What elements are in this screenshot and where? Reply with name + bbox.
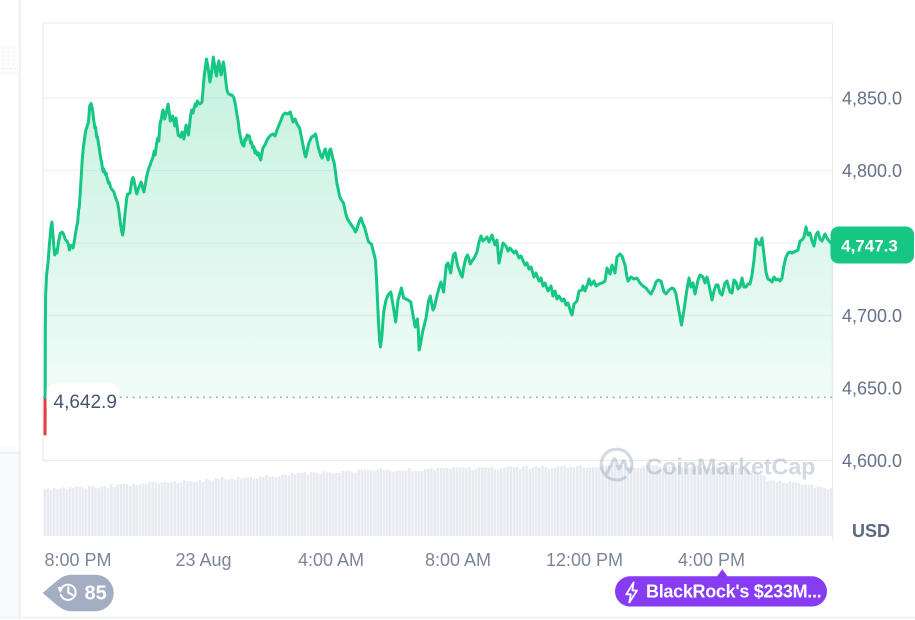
svg-text:4:00 PM: 4:00 PM xyxy=(678,550,745,570)
svg-text:4,642.9: 4,642.9 xyxy=(54,392,117,413)
svg-text:23 Aug: 23 Aug xyxy=(175,550,231,570)
svg-text:8:00 PM: 8:00 PM xyxy=(44,550,111,570)
svg-text:85: 85 xyxy=(85,583,107,605)
svg-text:8:00 AM: 8:00 AM xyxy=(425,550,491,570)
svg-text:4,800.0: 4,800.0 xyxy=(842,161,902,181)
svg-text:BlackRock's $233M...: BlackRock's $233M... xyxy=(646,582,821,602)
svg-text:4,600.0: 4,600.0 xyxy=(842,451,902,471)
svg-text:4,650.0: 4,650.0 xyxy=(842,379,902,399)
svg-text:CoinMarketCap: CoinMarketCap xyxy=(646,454,816,480)
svg-text:4,747.3: 4,747.3 xyxy=(841,237,898,256)
svg-text:12:00 PM: 12:00 PM xyxy=(546,550,623,570)
svg-text:4,700.0: 4,700.0 xyxy=(842,306,902,326)
svg-text:USD: USD xyxy=(852,521,890,541)
svg-text:4:00 AM: 4:00 AM xyxy=(298,550,364,570)
svg-text:4,850.0: 4,850.0 xyxy=(842,89,902,109)
